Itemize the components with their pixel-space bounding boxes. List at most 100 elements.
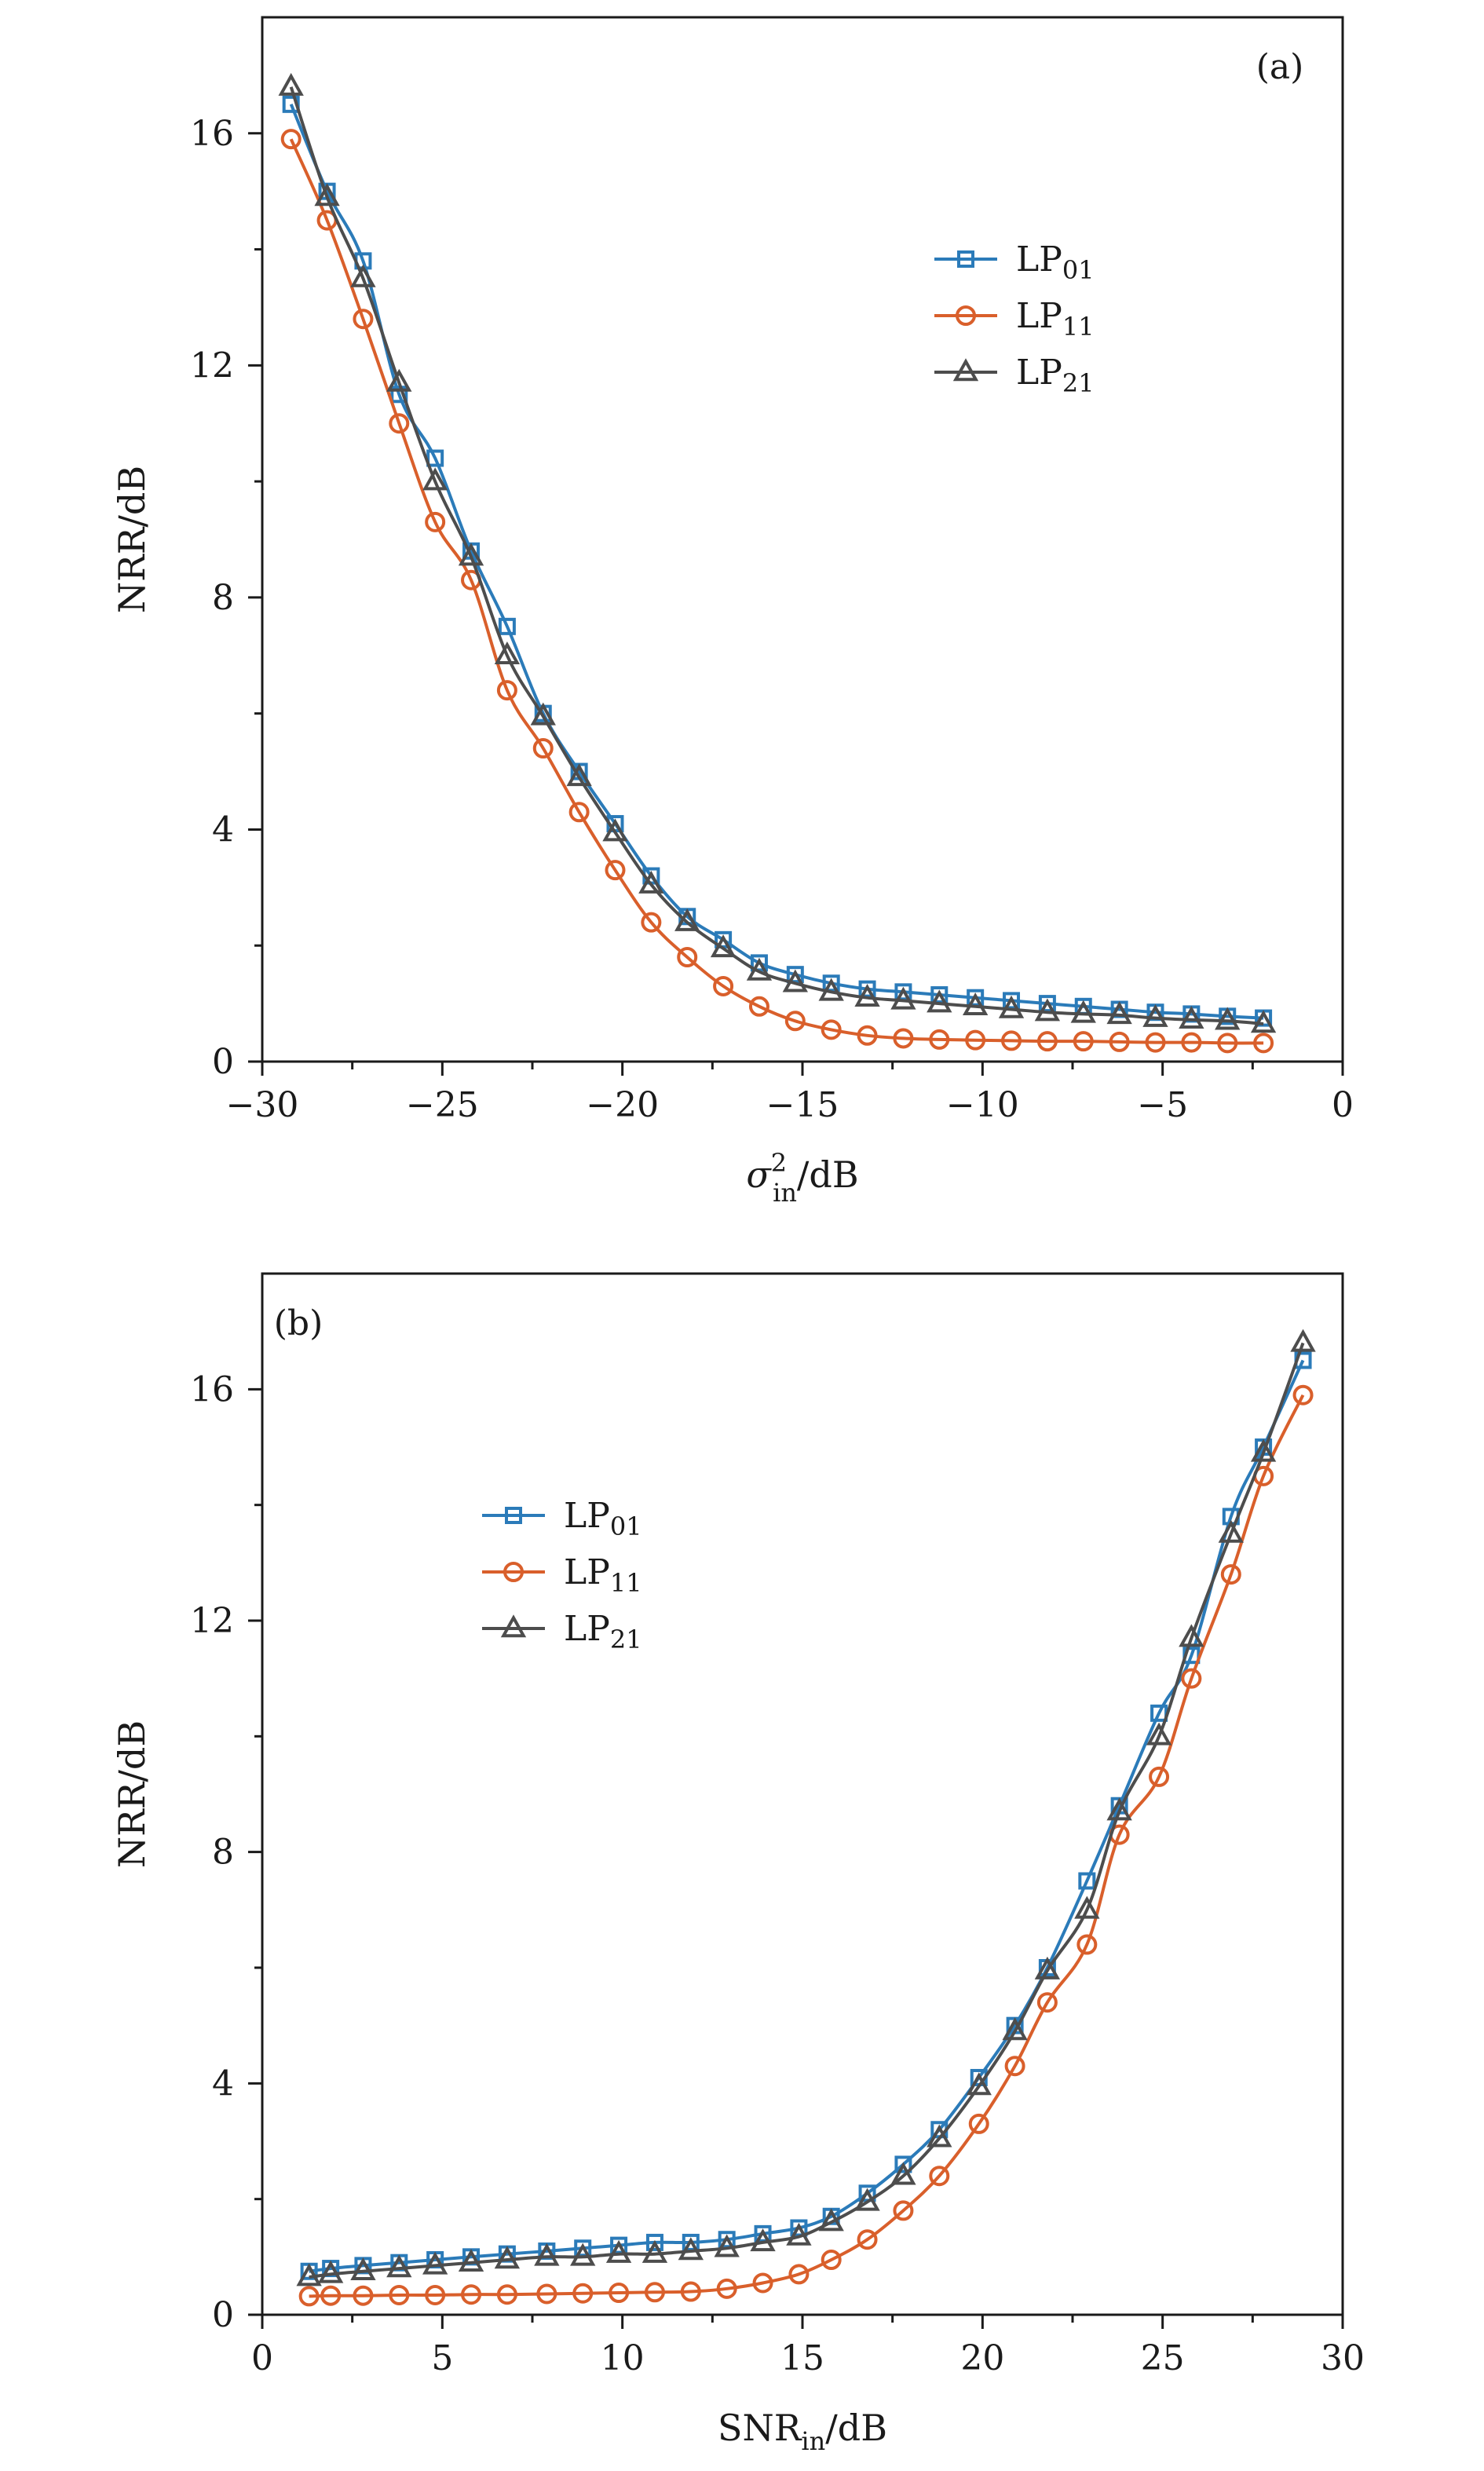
y-tick-label: 4 xyxy=(212,2063,234,2104)
data-point xyxy=(425,2284,446,2305)
x-tick-label: 0 xyxy=(1332,1085,1354,1125)
chart-panel-b: 0 5 10 15 20 25 30 0 4 8 12 16 NRR/dB SNRin/dB (b) LP01… xyxy=(111,1272,1365,2456)
data-point xyxy=(638,870,664,894)
data-point xyxy=(280,129,302,150)
data-point xyxy=(458,543,484,566)
data-point xyxy=(818,978,844,1001)
x-tick-label: 15 xyxy=(780,2338,824,2378)
data-point xyxy=(602,818,628,842)
panel-label: (b) xyxy=(274,1303,323,1343)
data-point xyxy=(1034,1956,1061,1979)
data-point xyxy=(927,2124,952,2148)
data-point xyxy=(1106,1001,1132,1025)
data-point xyxy=(822,974,840,992)
x-tick-label: −20 xyxy=(586,1085,659,1125)
data-point xyxy=(645,2233,663,2251)
data-point xyxy=(1073,1031,1094,1052)
legend-marker xyxy=(956,305,976,326)
series-line xyxy=(289,104,1264,1020)
data-point xyxy=(494,2246,521,2269)
data-point xyxy=(644,2282,665,2303)
data-point xyxy=(893,1028,914,1049)
y-tick-label: 16 xyxy=(190,1369,234,1409)
data-point xyxy=(746,957,773,981)
data-point xyxy=(389,2284,410,2305)
data-point xyxy=(1076,1934,1098,1955)
data-point xyxy=(426,449,444,467)
data-point xyxy=(682,2233,700,2251)
data-point xyxy=(1036,1031,1058,1052)
x-tick-label: 10 xyxy=(601,2338,645,2378)
y-axis-label: NRR/dB xyxy=(111,466,153,613)
data-point xyxy=(678,2237,704,2261)
data-point xyxy=(1149,1766,1170,1787)
data-point xyxy=(710,934,737,958)
data-point xyxy=(572,2283,594,2304)
x-tick-label: 20 xyxy=(960,2338,1004,2378)
data-point xyxy=(967,989,985,1007)
data-point xyxy=(534,2243,560,2266)
data-point xyxy=(968,2113,989,2134)
data-point xyxy=(674,908,700,931)
data-point xyxy=(748,996,769,1017)
plot-frame xyxy=(261,16,1344,1063)
data-point xyxy=(1215,1007,1241,1030)
data-point xyxy=(1074,1895,1100,1919)
data-point xyxy=(1109,1031,1130,1052)
data-point xyxy=(965,1029,986,1051)
plot-frame xyxy=(261,1272,1344,2316)
chart-panel-a: −30 −25 −20 −15 −10 −5 0 0 4 8 12 16 NRR/dB σ2 in/dB (a… xyxy=(111,16,1354,1208)
data-point xyxy=(930,986,949,1004)
data-point xyxy=(1145,1032,1166,1053)
legend-label: LP01 xyxy=(564,1496,642,1541)
data-point xyxy=(786,966,804,984)
data-point xyxy=(890,986,916,1010)
data-point xyxy=(714,2234,740,2257)
data-point xyxy=(422,2251,448,2275)
data-point xyxy=(568,802,590,823)
data-point xyxy=(1217,1033,1238,1054)
x-tick-label: 0 xyxy=(251,2338,273,2378)
y-tick-label: 12 xyxy=(190,345,234,386)
data-point xyxy=(461,2284,482,2305)
y-tick-label: 0 xyxy=(212,1042,234,1082)
series-line xyxy=(309,1394,1305,2298)
data-point xyxy=(278,72,304,96)
data-point xyxy=(1218,1519,1244,1543)
data-point xyxy=(818,2208,844,2232)
data-point xyxy=(1106,1797,1132,1821)
data-point xyxy=(605,860,626,881)
data-point xyxy=(1146,1722,1172,1745)
data-point xyxy=(893,2200,914,2221)
data-point xyxy=(1070,1000,1096,1023)
x-tick-label: 5 xyxy=(431,2338,453,2378)
data-point xyxy=(536,2283,557,2305)
series-lp21 xyxy=(278,72,1277,1033)
data-point xyxy=(786,2222,812,2246)
legend-marker xyxy=(505,1507,522,1524)
data-point xyxy=(966,2072,992,2096)
data-point xyxy=(317,2260,344,2283)
legend-label: LP21 xyxy=(1016,353,1095,398)
data-point xyxy=(894,983,912,1001)
data-point xyxy=(1250,1438,1277,1462)
legend-label: LP21 xyxy=(564,1609,642,1654)
data-point xyxy=(1250,1010,1277,1033)
data-point xyxy=(854,2188,880,2211)
legend-label: LP01 xyxy=(1016,239,1095,285)
data-point xyxy=(296,2263,322,2286)
data-point xyxy=(821,2250,842,2271)
x-tick-label: −10 xyxy=(946,1085,1019,1125)
data-point xyxy=(605,2239,632,2263)
y-tick-label: 8 xyxy=(212,1833,234,1873)
data-point xyxy=(494,642,521,665)
data-point xyxy=(425,511,446,532)
data-point xyxy=(1002,2017,1028,2041)
data-point xyxy=(962,992,989,1016)
data-point xyxy=(788,2264,810,2285)
data-point xyxy=(350,264,376,287)
y-tick-label: 16 xyxy=(190,114,234,154)
legend-marker xyxy=(500,1614,527,1638)
y-tick-label: 0 xyxy=(212,2295,234,2335)
